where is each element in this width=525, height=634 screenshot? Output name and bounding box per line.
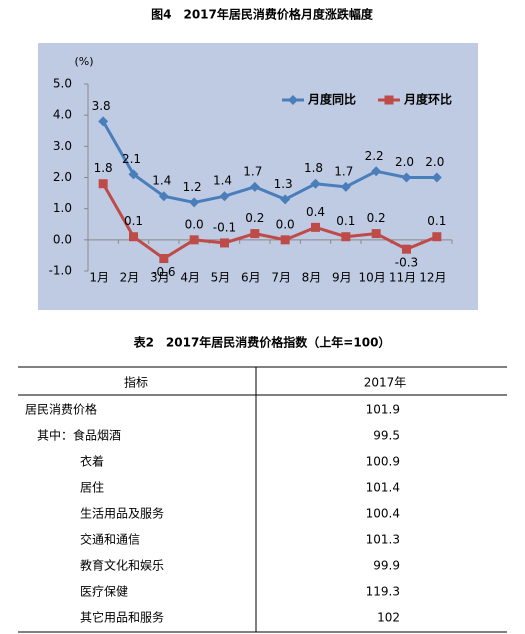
x-tick-label: 6月 — [241, 271, 261, 285]
point — [431, 172, 442, 183]
point — [341, 232, 351, 242]
table-cell: 其中：食品烟酒 — [37, 428, 121, 443]
table-cell: 102 — [377, 611, 400, 625]
data-label: 0.4 — [306, 205, 325, 219]
table-header: 2017年 — [364, 376, 407, 390]
point — [129, 232, 138, 242]
data-label: 1.4 — [213, 174, 232, 188]
data-label: 0.0 — [276, 217, 295, 231]
point — [219, 191, 230, 202]
data-label: 0.1 — [124, 214, 143, 228]
point — [280, 194, 291, 205]
y-tick-label: 2.0 — [53, 170, 72, 184]
table-cell: 衣着 — [80, 454, 104, 469]
point — [280, 235, 290, 245]
data-label: -0.1 — [213, 220, 236, 234]
point — [401, 172, 412, 183]
data-label: 1.3 — [274, 177, 293, 191]
table-cell: 其它用品和服务 — [80, 610, 164, 625]
table-cell: 医疗保健 — [80, 585, 128, 599]
y-tick-label: 0.0 — [53, 232, 72, 246]
data-label: 1.8 — [94, 161, 113, 175]
x-tick-label: 7月 — [271, 271, 291, 285]
point — [250, 229, 260, 239]
data-label: 0.1 — [427, 214, 446, 228]
point — [384, 95, 394, 105]
x-tick-label: 9月 — [332, 271, 352, 285]
data-label: 0.1 — [336, 214, 355, 228]
point — [402, 244, 411, 254]
legend-label: 月度环比 — [403, 92, 452, 107]
point — [432, 232, 442, 242]
point — [189, 197, 200, 208]
data-label: 1.7 — [334, 164, 353, 178]
series-line — [101, 120, 437, 204]
y-tick-label: 4.0 — [53, 108, 72, 122]
point — [158, 191, 169, 202]
point — [98, 179, 108, 189]
point — [371, 229, 381, 239]
table-cell: 119.3 — [366, 585, 400, 599]
data-label: 2.2 — [365, 149, 384, 163]
point — [340, 181, 351, 192]
table-cell: 101.3 — [366, 533, 400, 547]
y-tick-label: 5.0 — [53, 77, 72, 91]
x-tick-label: 2月 — [120, 271, 140, 285]
table-cell: 101.9 — [366, 403, 400, 417]
table-cell: 99.9 — [373, 559, 400, 573]
x-tick-label: 8月 — [302, 271, 322, 285]
data-label: 0.2 — [367, 211, 386, 225]
series-line — [101, 182, 438, 261]
data-label: 2.0 — [395, 155, 414, 169]
x-tick-label: 10月 — [359, 271, 386, 285]
x-tick-label: 12月 — [419, 271, 446, 285]
data-label: -0.6 — [152, 265, 175, 279]
x-tick-label: 3月 — [150, 271, 170, 285]
y-tick-label: -1.0 — [49, 264, 72, 278]
point — [98, 116, 109, 127]
point — [189, 235, 199, 245]
table-cell: 101.4 — [366, 481, 400, 495]
table-cell: 99.5 — [373, 429, 400, 443]
table-cell: 交通和通信 — [80, 532, 140, 547]
data-label: 3.8 — [92, 99, 111, 113]
x-tick-label: 4月 — [180, 271, 200, 285]
point — [128, 169, 139, 180]
data-label: 2.0 — [425, 155, 444, 169]
table-cell: 生活用品及服务 — [80, 506, 164, 521]
y-tick-label: 3.0 — [53, 139, 72, 153]
y-tick-label: 1.0 — [53, 201, 72, 215]
table-cell: 教育文化和娱乐 — [80, 558, 164, 573]
point — [311, 222, 320, 232]
data-label: -0.3 — [395, 256, 418, 270]
data-label: 1.7 — [243, 164, 262, 178]
table-cell: 100.9 — [366, 455, 400, 469]
table-header: 指标 — [124, 375, 148, 390]
point — [220, 238, 229, 248]
data-label: 2.1 — [122, 152, 141, 166]
x-tick-label: 5月 — [211, 271, 231, 285]
table-title: 表2 2017年居民消费价格指数（上年=100） — [133, 335, 391, 350]
table-lines — [18, 366, 507, 633]
data-label: 1.4 — [152, 174, 171, 188]
data-label: 1.2 — [183, 180, 202, 194]
table-cell: 居民消费价格 — [25, 402, 97, 417]
point — [371, 166, 382, 177]
data-label: 0.2 — [245, 211, 264, 225]
x-tick-label: 1月 — [89, 271, 109, 285]
table-cell: 100.4 — [366, 507, 400, 521]
point — [159, 254, 169, 264]
point — [249, 181, 260, 192]
figure-title: 图4 2017年居民消费价格月度涨跌幅度 — [151, 7, 374, 22]
table-cell: 居住 — [80, 481, 104, 495]
legend-label: 月度同比 — [307, 92, 356, 107]
x-tick-label: 11月 — [389, 271, 416, 285]
point — [288, 95, 298, 105]
data-label: 1.8 — [304, 161, 323, 175]
point — [310, 178, 321, 189]
data-label: 0.0 — [185, 217, 204, 231]
y-unit: (%) — [74, 55, 93, 68]
